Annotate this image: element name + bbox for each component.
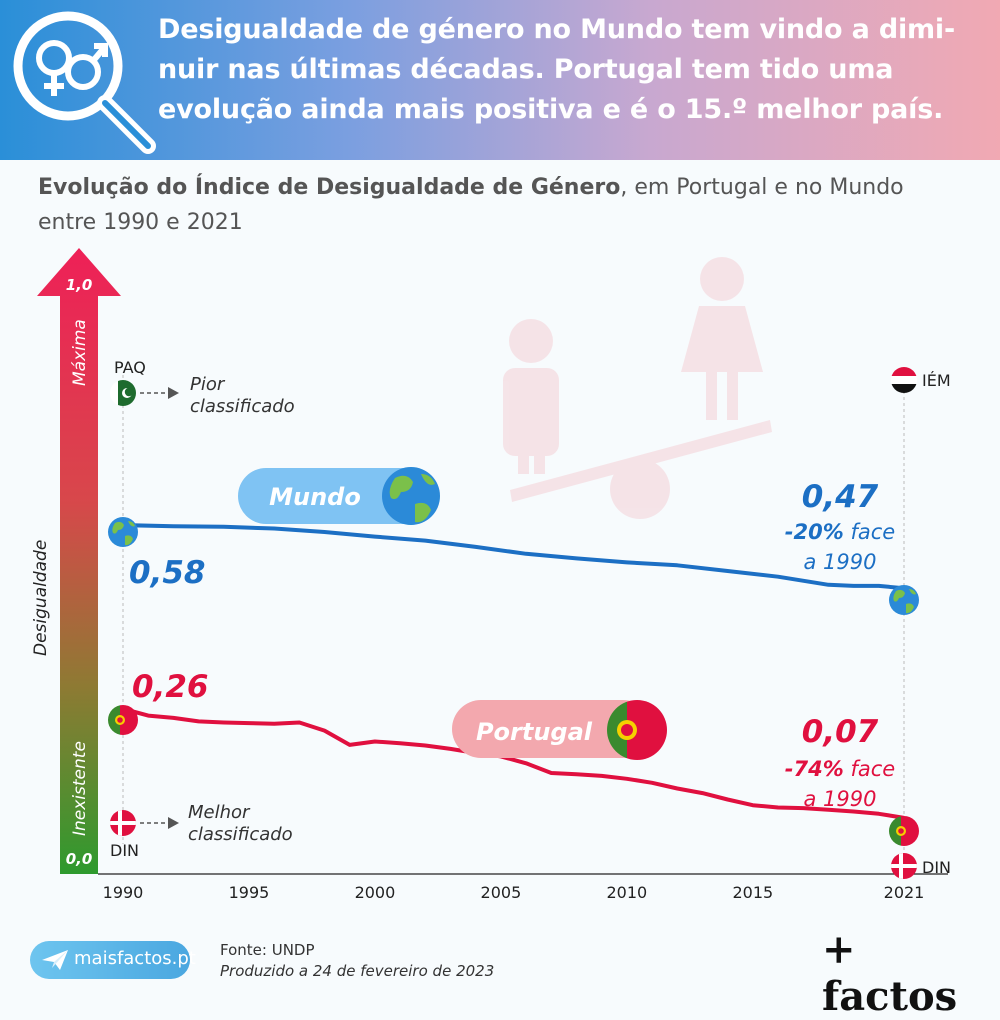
pt-change-text: face [850,757,895,781]
pt-start-value: 0,26 [132,669,209,705]
denmark-flag-icon-2021 [891,853,917,879]
world-start-value: 0,58 [129,555,206,591]
source-text: Fonte: UNDP [220,941,315,959]
arrow-best-head [168,817,179,829]
x-tick-2010: 2010 [607,883,648,902]
series-line-portugal [122,706,905,820]
chart-subtitle: Evolução do Índice de Desigualdade de Gé… [38,170,968,240]
arrow-worst-head [168,387,179,399]
portugal-flag-end [889,816,919,846]
text-best-2: classificado [188,824,293,845]
text-best-1: Melhor [188,802,251,823]
text-worst-1: Pior [190,374,226,395]
portugal-flag-start [108,705,138,735]
legend-world: Mundo [238,467,440,525]
pakistan-flag-icon [110,380,136,406]
pt-end-value: 0,07 [802,714,879,750]
site-link-button[interactable]: maisfactos.pt [30,941,196,979]
subtitle-rest: , em Portugal e no Mundo entre 1990 e 20… [38,175,904,235]
produced-date: Produzido a 24 de fevereiro de 2023 [220,962,495,980]
world-change-pct: -20% [785,520,844,544]
globe-icon-start [108,517,138,547]
subtitle-bold: Evolução do Índice de Desigualdade de Gé… [38,175,621,200]
label-best-1990: DIN [110,841,139,860]
brand-logo: + factos [822,926,958,1020]
y-axis-label: Desigualdade [31,540,51,656]
x-tick-labels: 1990 1995 2000 2005 2010 2015 2021 [103,883,925,902]
gender-seesaw-illustration [503,257,772,519]
x-tick-1990: 1990 [103,883,144,902]
inequality-scale-arrow [37,248,121,874]
gender-search-icon [13,11,156,154]
world-change: -20% face [785,520,895,544]
legend-portugal: Portugal [452,700,667,760]
headline: Desigualdade de género no Mundo tem vind… [158,14,955,125]
legend-portugal-label: Portugal [476,718,593,746]
x-tick-2021: 2021 [884,883,925,902]
denmark-flag-icon [110,810,136,836]
source-note: Fonte: UNDP Produzido a 24 de fevereiro … [220,940,494,982]
text-worst-2: classificado [190,396,295,417]
x-tick-2005: 2005 [481,883,522,902]
label-best-2021: DIN [922,858,951,877]
world-change-text: face [850,520,895,544]
x-tick-2015: 2015 [732,883,773,902]
scale-label-min: Inexistente [70,741,90,836]
y-tick-max: 1,0 [66,276,93,294]
globe-icon-legend [382,467,440,525]
portugal-flag-legend [607,700,667,760]
legend-world-label: Mundo [269,483,361,511]
pt-change-line2: a 1990 [804,787,877,811]
label-worst-1990: PAQ [114,358,146,377]
series-line-world [122,523,905,591]
world-end-value: 0,47 [802,479,879,515]
header-banner: Desigualdade de género no Mundo tem vind… [0,0,1000,160]
paper-plane-icon [42,950,68,970]
globe-icon-end [889,585,919,615]
world-change-line2: a 1990 [804,550,877,574]
x-tick-1995: 1995 [229,883,270,902]
label-worst-2021: IÉM [922,371,951,390]
pt-change: -74% face [785,757,895,781]
scale-label-max: Máxima [70,319,90,386]
text-best: Melhor classificado [188,802,293,845]
site-link-label: maisfactos.pt [74,948,196,969]
x-tick-2000: 2000 [355,883,396,902]
y-tick-min: 0,0 [66,850,93,868]
yemen-flag-icon [891,367,917,393]
pt-change-pct: -74% [785,757,844,781]
text-worst: Pior classificado [190,374,295,417]
